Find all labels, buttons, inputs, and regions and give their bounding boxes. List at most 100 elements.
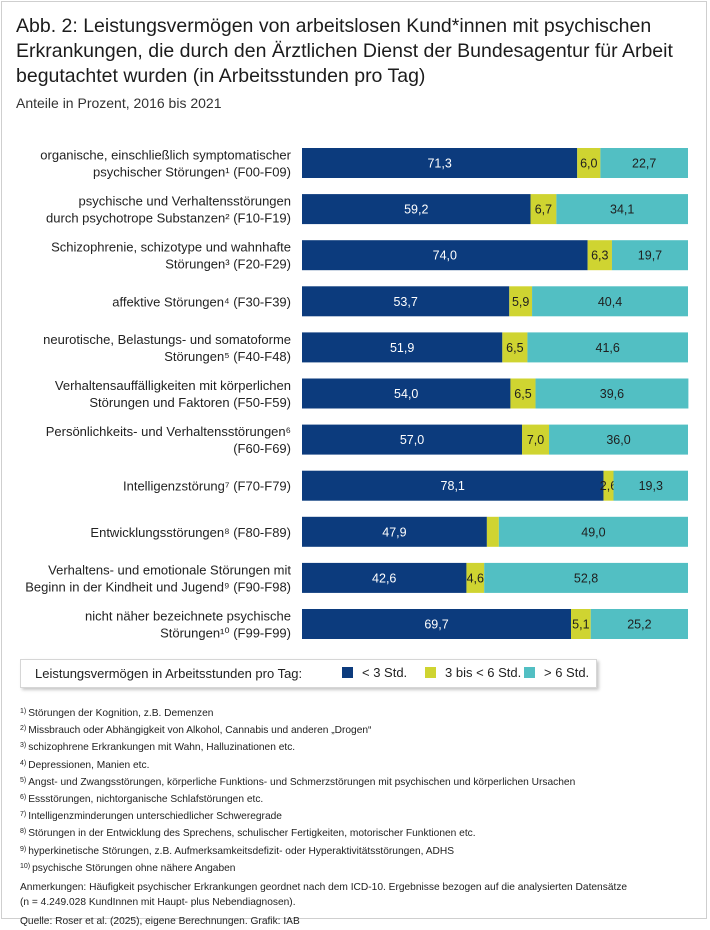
data-label: 5,1	[572, 618, 589, 632]
legend-swatch-gt6	[524, 667, 535, 678]
bar-segment-lt3	[302, 562, 467, 593]
data-label: 19,3	[639, 479, 663, 493]
bar-segment-gt6	[527, 332, 688, 363]
legend-swatch-lt3	[342, 667, 353, 678]
category-label: Beginn in der Kindheit und Jugend⁹ (F90-…	[25, 579, 291, 594]
data-label: 22,7	[632, 157, 656, 171]
category-label: nicht näher bezeichnete psychische	[85, 609, 291, 624]
footnote-8: 8) Störungen in der Entwicklung des Sprec…	[20, 824, 700, 841]
chart-title: Abb. 2: Leistungsvermögen von arbeitslos…	[16, 15, 673, 87]
footnote-number: 2)	[20, 725, 27, 733]
data-label: 57,0	[400, 433, 424, 447]
footnote-10: 10) psychische Störungen ohne nähere Anga…	[20, 859, 700, 876]
bar-segment-gt6	[556, 194, 688, 225]
footnote-2: 2) Missbrauch oder Abhängigkeit von Alkoh…	[20, 721, 700, 738]
data-label: 19,7	[638, 249, 662, 263]
category-label: (F60-F69)	[233, 441, 291, 456]
bar-segment-gt6	[498, 516, 688, 547]
data-label: 5,9	[512, 295, 529, 309]
footnote-number: 10)	[20, 862, 31, 870]
footnote-number: 1)	[20, 708, 27, 715]
remarks-line-1: Anmerkungen: Häufigkeit psychischer Erkr…	[20, 882, 628, 894]
category-label: Störungen¹⁰ (F99-F99)	[160, 626, 291, 641]
data-label: 4,6	[467, 571, 484, 585]
bar-segment-mid	[577, 148, 601, 178]
footnote-number: 3)	[20, 742, 27, 750]
legend-label-lt3: < 3 Std.	[362, 665, 408, 680]
legend-item-gt6: > 6 Std.	[524, 665, 589, 683]
footnote-1: 1) Störungen der Kognition, z.B. Demenzen	[20, 704, 700, 721]
bar-segment-gt6	[611, 240, 688, 271]
legend-label-mid: 3 bis < 6 Std.	[445, 665, 522, 680]
category-label: Störungen³ (F20-F29)	[165, 257, 291, 272]
data-label: 6,3	[591, 249, 608, 263]
bar-segment-gt6	[484, 562, 688, 593]
data-label: 69,7	[424, 618, 448, 632]
data-label: 47,9	[382, 525, 406, 539]
category-label: Entwicklungsstörungen⁸ (F80-F89)	[90, 525, 291, 540]
category-label: Verhaltensauffälligkeiten mit körperlich…	[55, 378, 291, 393]
bar-segment-gt6	[600, 148, 688, 178]
footnote-text: Störungen der Kognition, z.B. Demenzen	[28, 708, 214, 719]
legend-title: Leistungsvermögen in Arbeitsstunden pro …	[35, 666, 303, 681]
bar-segment-lt3	[302, 424, 523, 455]
category-label: psychischer Störungen¹ (F00-F09)	[93, 165, 291, 180]
data-label: 6,7	[535, 203, 552, 217]
data-label: 51,9	[390, 341, 414, 355]
footnote-7: 7) Intelligenzminderungen unterschiedlich…	[20, 807, 700, 824]
footnote-list: 1) Störungen der Kognition, z.B. Demenzen…	[20, 704, 700, 876]
chart-subtitle: Anteile in Prozent, 2016 bis 2021	[16, 95, 222, 111]
bar-segment-gt6	[535, 378, 689, 409]
footnote-4: 4) Depressionen, Manien etc.	[20, 756, 700, 773]
category-label: neurotische, Belastungs- und somatoforme	[43, 332, 291, 347]
bar-segment-mid	[522, 424, 550, 455]
bar-segment-lt3	[302, 148, 578, 178]
bar-segment-gt6	[549, 424, 688, 455]
bar-segment-lt3	[302, 470, 604, 501]
category-label: Persönlichkeits- und Verhaltensstörungen…	[46, 424, 291, 439]
bar-segment-lt3	[302, 332, 503, 363]
bar-segment-mid	[571, 609, 591, 639]
data-label: 40,4	[598, 295, 622, 309]
bar-segment-mid	[530, 194, 557, 225]
footnote-text: psychische Störungen ohne nähere Angaben	[32, 862, 236, 874]
data-label: 53,7	[393, 295, 417, 309]
footnote-number: 9)	[20, 845, 27, 853]
category-label: organische, einschließlich symptomatisch…	[40, 148, 291, 163]
footnote-number: 6)	[20, 794, 27, 802]
bar-segment-mid	[502, 332, 528, 363]
bar-segment-mid	[587, 240, 612, 271]
bar-segment-gt6	[532, 286, 688, 317]
category-label: Störungen und Faktoren (F50-F59)	[89, 395, 291, 410]
category-label: psychische und Verhaltensstörungen	[79, 194, 291, 209]
data-label: 42,6	[372, 571, 396, 585]
bar-segment-lt3	[302, 516, 487, 547]
footnote-number: 8)	[20, 828, 27, 836]
category-label: affektive Störungen⁴ (F30-F39)	[112, 294, 291, 309]
legend-swatch-mid	[425, 667, 436, 678]
footnote-9: 9) hyperkinetische Störungen, z.B. Aufmer…	[20, 842, 700, 859]
bar-segment-mid	[486, 516, 499, 547]
remarks-line-2: (n = 4.249.028 KundInnen mit Haupt- plus…	[20, 897, 296, 909]
bar-segment-mid	[510, 378, 536, 409]
category-label: Schizophrenie, schizotype und wahnhafte	[51, 240, 291, 255]
data-label: 25,2	[627, 618, 651, 632]
data-label: 6,0	[580, 157, 597, 171]
bar-segment-lt3	[302, 240, 588, 271]
footnote-text: schizophrene Erkrankungen mit Wahn, Hall…	[28, 742, 296, 754]
legend: Leistungsvermögen in Arbeitsstunden pro …	[20, 659, 597, 688]
footnote-6: 6) Essstörungen, nichtorganische Schlafst…	[20, 790, 700, 807]
footnote-text: Missbrauch oder Abhängigkeit von Alkohol…	[28, 725, 372, 737]
legend-item-lt3: < 3 Std.	[342, 665, 407, 683]
footnote-number: 5)	[20, 776, 27, 784]
bar-segment-mid	[466, 562, 485, 593]
category-label: durch psychotrope Substanzen² (F10-F19)	[46, 211, 291, 226]
category-label: Verhaltens- und emotionale Störungen mit	[48, 562, 291, 577]
stacked-bar-chart: organische, einschließlich symptomatisch…	[25, 148, 689, 641]
bar-segment-mid	[509, 286, 533, 317]
bar-segment-lt3	[302, 378, 511, 409]
data-label: 6,5	[514, 387, 531, 401]
footnote-3: 3) schizophrene Erkrankungen mit Wahn, Ha…	[20, 738, 700, 755]
data-label: 34,1	[610, 203, 634, 217]
